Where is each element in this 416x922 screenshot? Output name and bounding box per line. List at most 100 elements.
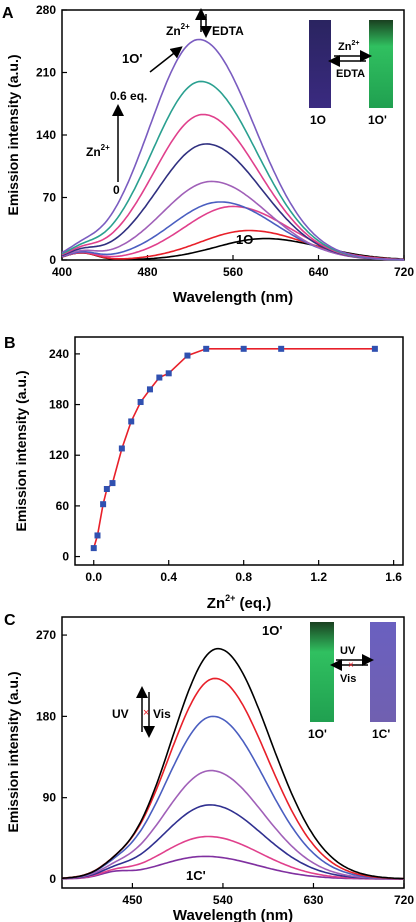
vial-1o-prime: [369, 20, 393, 108]
data-point: [278, 345, 285, 352]
y-tick-label: 120: [49, 448, 69, 462]
y-tick-label: 0: [49, 253, 56, 267]
vial-1c-prime: [370, 622, 396, 722]
y-tick-label: 210: [36, 66, 56, 80]
y-axis-label-c: Emission intensity (a.u.): [5, 671, 21, 832]
x-tick-label: 720: [394, 893, 414, 907]
zn-top-label: Zn2+: [166, 22, 190, 38]
data-point: [203, 345, 210, 352]
panel-a: A 400 480 560 640 720 0 70 140 210 280 Wavelength…: [2, 3, 414, 306]
inset-1o-label: 1O: [310, 113, 326, 127]
data-point: [118, 445, 125, 452]
inset-uv-label: UV: [340, 645, 356, 657]
x-axis-label-a: Wavelength (nm): [173, 289, 293, 306]
label-1c-prime-c: 1C': [186, 868, 206, 883]
y-tick-label: 70: [43, 191, 57, 205]
edta-top-label: EDTA: [212, 24, 244, 38]
x-tick-label: 1.2: [310, 570, 327, 584]
series-b: [90, 345, 378, 552]
x-tick-label: 640: [308, 265, 328, 279]
x-tick-label: 0.8: [235, 570, 252, 584]
zero-label: 0: [113, 183, 120, 197]
plot-frame-c: [61, 616, 405, 889]
spectrum-line: [61, 715, 405, 880]
label-1o-prime-c: 1O': [262, 623, 282, 638]
ticks-b: 0.0 0.4 0.8 1.2 1.6 0 60 120 180 240: [49, 347, 402, 584]
inset-c: UV × Vis 1O' 1C': [308, 622, 396, 741]
arrow-to-peak: [149, 46, 183, 73]
y-tick-label: 240: [49, 347, 69, 361]
inset-vis-label: Vis: [340, 673, 356, 685]
x-tick-label: 540: [213, 893, 233, 907]
y-tick-label: 90: [43, 791, 57, 805]
x-tick-label: 450: [122, 893, 142, 907]
data-point: [371, 345, 378, 352]
x-tick-label: 720: [394, 265, 414, 279]
inset-1c-prime-label: 1C': [372, 727, 390, 741]
vial-1o-prime-c: [310, 622, 334, 722]
panel-label-c: C: [4, 612, 16, 629]
inset-a: Zn2+ EDTA 1O 1O': [309, 20, 393, 127]
cross-mark-c: ×: [143, 707, 149, 719]
x-axis-label-b: Zn2+ (eq.): [207, 593, 271, 612]
x-tick-label: 1.6: [385, 570, 402, 584]
spectrum-line: [61, 769, 404, 880]
x-tick-label: 400: [52, 265, 72, 279]
inset-zn-label: Zn2+: [338, 40, 359, 53]
x-tick-label: 560: [223, 265, 243, 279]
data-point: [109, 480, 116, 487]
x-tick-label: 0.4: [160, 570, 177, 584]
inset-1o-prime-label-c: 1O': [308, 727, 327, 741]
data-point: [94, 532, 101, 539]
inset-cross-c: ×: [348, 660, 354, 671]
ticks-c: 450 540 630 720 0 90 180 270: [36, 628, 414, 907]
curves-a: [61, 38, 405, 261]
panel-label-a: A: [2, 5, 14, 22]
curves-c: [61, 647, 405, 880]
inset-edta-label: EDTA: [336, 68, 365, 80]
x-tick-label: 630: [303, 893, 323, 907]
label-1o-prime-a: 1O': [122, 51, 142, 66]
data-point: [103, 486, 110, 492]
data-point: [156, 374, 163, 381]
panel-label-b: B: [4, 335, 16, 352]
x-tick-label: 480: [137, 265, 157, 279]
data-point: [90, 545, 97, 552]
x-tick-label: 0.0: [85, 570, 102, 584]
inset-1o-prime-label: 1O': [368, 113, 387, 127]
y-tick-label: 60: [56, 499, 70, 513]
data-point: [100, 501, 107, 508]
spectrum-line: [61, 647, 404, 880]
data-point: [165, 370, 172, 377]
data-point: [128, 418, 135, 425]
y-tick-label: 270: [36, 628, 56, 642]
y-tick-label: 180: [36, 709, 56, 723]
data-point: [146, 386, 153, 393]
x-axis-label-c: Wavelength (nm): [173, 907, 293, 922]
y-tick-label: 0: [49, 872, 56, 886]
ticks-a: 400 480 560 640 720 0 70 140 210 280: [36, 3, 414, 279]
spectrum-line: [61, 835, 404, 880]
y-tick-label: 180: [49, 398, 69, 412]
plot-frame-b: [74, 336, 404, 566]
data-point: [137, 399, 144, 406]
y-tick-label: 280: [36, 3, 56, 17]
vial-1o: [309, 20, 331, 108]
y-axis-label-b: Emission intensity (a.u.): [13, 370, 29, 531]
y-tick-label: 140: [36, 128, 56, 142]
spectrum-line: [62, 804, 404, 880]
y-tick-label: 0: [62, 550, 69, 564]
panel-b: B 0.0 0.4 0.8 1.2 1.6 0 60 120 180 240 Zn2+ (eq.)…: [4, 335, 404, 612]
data-point: [240, 345, 247, 352]
titration-line: [92, 348, 375, 549]
uv-label-c: UV: [112, 707, 129, 721]
zn-left-label: Zn2+: [86, 143, 110, 159]
data-point: [184, 352, 191, 359]
eq-label: 0.6 eq.: [110, 89, 147, 103]
vis-label-c: Vis: [153, 707, 171, 721]
label-1o-a: 1O: [236, 232, 253, 247]
y-axis-label-a: Emission intensity (a.u.): [5, 54, 21, 215]
spectrum-line: [61, 38, 405, 261]
